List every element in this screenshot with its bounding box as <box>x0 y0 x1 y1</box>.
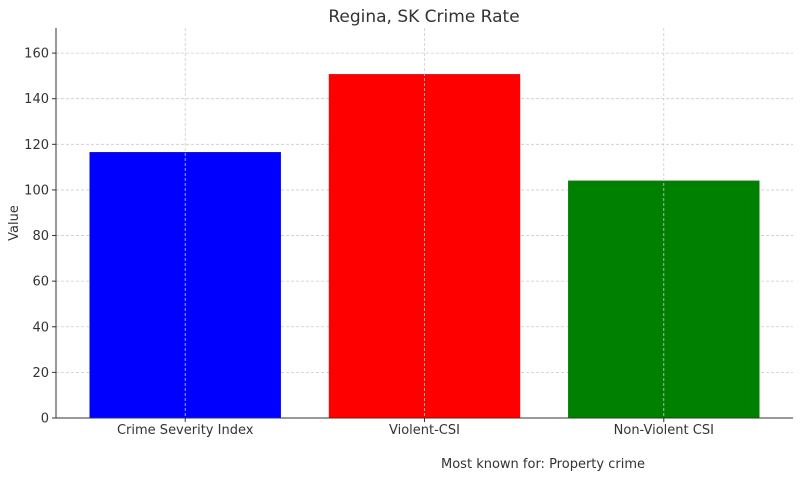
y-tick-label: 0 <box>41 412 49 427</box>
x-tick-label: Crime Severity Index <box>117 423 254 438</box>
x-tick-label: Non-Violent CSI <box>614 423 714 438</box>
y-tick-label: 100 <box>24 183 49 198</box>
y-tick-label: 160 <box>24 47 49 62</box>
annotation: Most known for: Property crime <box>441 457 645 472</box>
y-tick-label: 140 <box>24 92 49 107</box>
chart-title: Regina, SK Crime Rate <box>328 7 519 27</box>
y-tick-label: 120 <box>24 138 49 153</box>
y-tick-label: 40 <box>32 320 49 335</box>
y-tick-label: 80 <box>32 229 49 244</box>
y-tick-label: 60 <box>32 275 49 290</box>
y-tick-label: 20 <box>32 366 49 381</box>
x-tick-label: Violent-CSI <box>389 423 460 438</box>
y-axis-label: Value <box>7 205 22 241</box>
